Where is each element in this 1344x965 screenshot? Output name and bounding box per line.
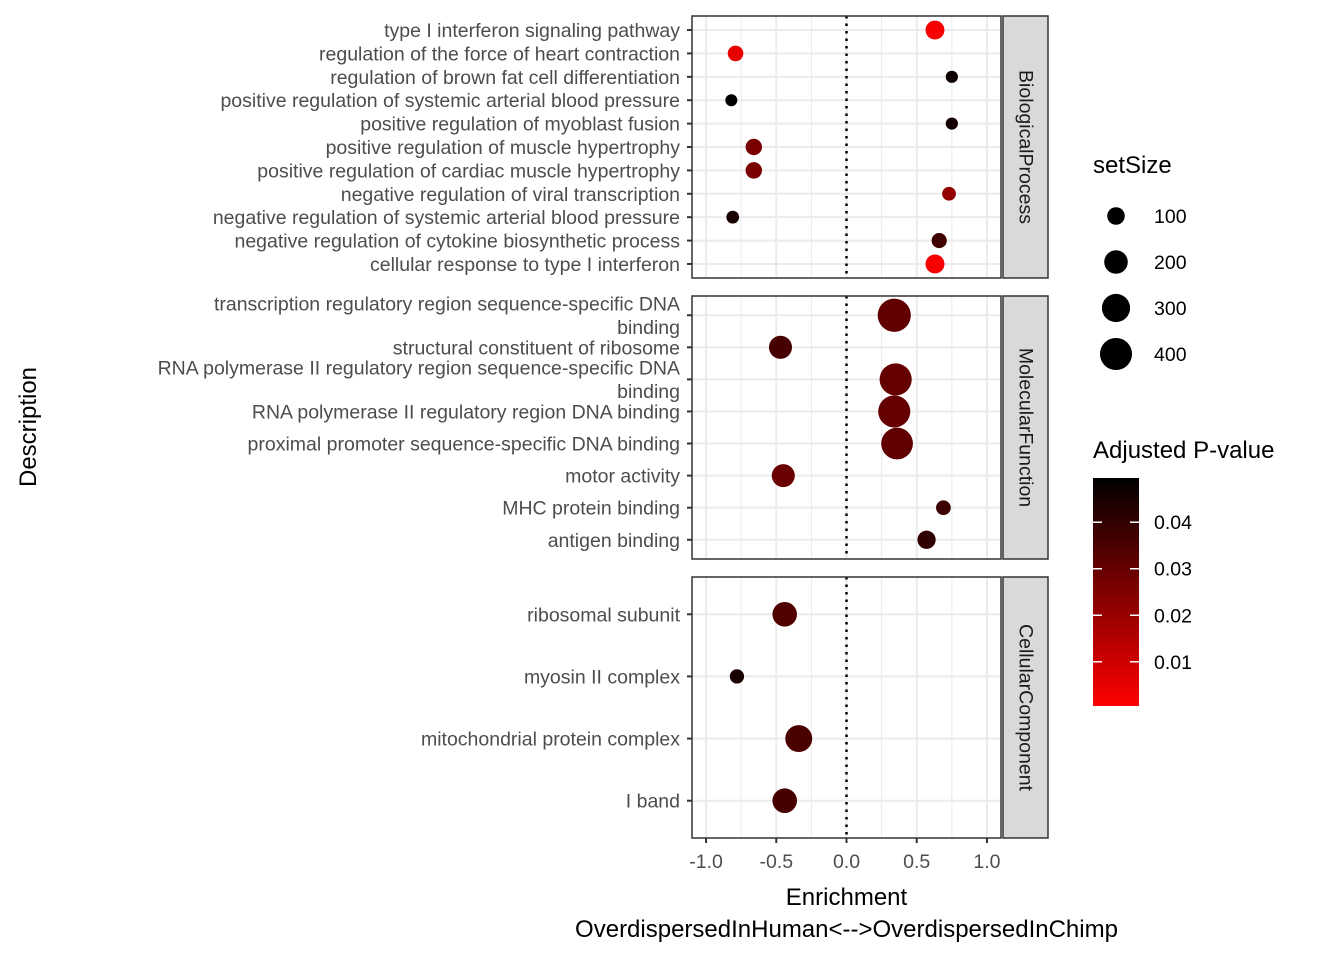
y-tick-label: I band xyxy=(626,791,680,813)
y-tick-label: negative regulation of systemic arterial… xyxy=(213,207,680,229)
color-legend-bar xyxy=(1093,478,1139,706)
y-tick-label: transcription regulatory region sequence… xyxy=(214,293,680,339)
data-point xyxy=(785,725,813,753)
facet-strip-label: CellularComponent xyxy=(1015,624,1037,792)
y-tick-label: cellular response to type I interferon xyxy=(370,254,680,276)
facet-strip xyxy=(1002,295,1049,560)
data-point xyxy=(945,70,958,83)
panel-border xyxy=(691,295,1002,560)
y-tick-label: structural constituent of ribosome xyxy=(393,337,680,359)
facet-panel-CellularComponent: ribosomal subunit myosin II complex mitoch… xyxy=(421,576,1049,839)
y-tick-label: positive regulation of systemic arterial… xyxy=(220,90,680,112)
color-legend-label: 0.04 xyxy=(1154,512,1192,534)
y-tick-label: antigen binding xyxy=(548,530,680,552)
data-point xyxy=(745,162,763,179)
y-tick-label-line: binding xyxy=(617,381,680,403)
data-point xyxy=(878,395,911,428)
facet-strip xyxy=(1002,576,1049,839)
data-point xyxy=(879,363,912,396)
x-tick-label: -1.0 xyxy=(689,851,723,873)
y-tick-label: mitochondrial protein complex xyxy=(421,729,680,751)
y-tick-label: positive regulation of cardiac muscle hy… xyxy=(257,160,680,182)
y-tick-label-line: transcription regulatory region sequence… xyxy=(214,293,680,315)
y-tick-label: ribosomal subunit xyxy=(527,604,680,626)
x-tick-label: 1.0 xyxy=(973,851,1000,873)
data-point xyxy=(936,500,951,516)
data-point xyxy=(945,117,958,130)
y-axis-title: Description xyxy=(15,367,42,487)
y-tick-label: negative regulation of viral transcripti… xyxy=(341,184,680,206)
panel-border xyxy=(691,15,1002,279)
data-point xyxy=(725,94,738,107)
data-point xyxy=(877,298,911,332)
data-point xyxy=(917,530,936,549)
data-point xyxy=(726,210,740,224)
data-point xyxy=(729,669,745,684)
size-legend-key xyxy=(1104,250,1128,274)
size-legend-key xyxy=(1107,207,1125,225)
size-legend-label: 300 xyxy=(1154,298,1187,320)
data-point xyxy=(772,788,797,814)
data-point xyxy=(942,186,956,201)
data-point xyxy=(881,427,913,460)
y-tick-label: positive regulation of muscle hypertroph… xyxy=(326,137,681,159)
x-tick-label: -0.5 xyxy=(759,851,793,873)
facet-strip xyxy=(1002,15,1049,279)
x-axis-title: Enrichment xyxy=(786,884,908,911)
y-tick-label: negative regulation of cytokine biosynth… xyxy=(234,231,680,253)
y-tick-label-line: RNA polymerase II regulatory region sequ… xyxy=(158,358,680,380)
facet-panel-BiologicalProcess: type I interferon signaling pathwayregul… xyxy=(213,15,1049,279)
data-point xyxy=(768,335,793,359)
x-tick-label: 0.0 xyxy=(833,851,860,873)
color-legend-title: Adjusted P-value xyxy=(1093,437,1274,464)
y-tick-label: myosin II complex xyxy=(524,666,680,688)
color-legend-label: 0.01 xyxy=(1154,652,1192,674)
color-legend-label: 0.03 xyxy=(1154,559,1192,581)
y-tick-label: positive regulation of myoblast fusion xyxy=(360,114,680,136)
y-tick-label: RNA polymerase II regulatory region sequ… xyxy=(158,358,680,404)
size-legend-label: 400 xyxy=(1154,344,1187,366)
size-legend-key xyxy=(1099,337,1133,371)
size-legend-key xyxy=(1101,293,1131,323)
y-tick-label: MHC protein binding xyxy=(502,498,680,520)
data-point xyxy=(772,601,797,627)
data-point xyxy=(745,138,763,156)
size-legend-label: 100 xyxy=(1154,206,1187,228)
y-tick-label: type I interferon signaling pathway xyxy=(384,20,680,42)
data-point xyxy=(771,464,795,488)
y-tick-label: proximal promoter sequence-specific DNA … xyxy=(248,434,680,456)
data-point xyxy=(925,20,945,40)
y-tick-label: regulation of brown fat cell differentia… xyxy=(330,67,680,89)
facet-strip-label: BiologicalProcess xyxy=(1015,70,1037,224)
facet-panel-MolecularFunction: transcription regulatory region sequence… xyxy=(158,293,1049,560)
y-tick-label: regulation of the force of heart contrac… xyxy=(319,43,680,65)
data-point xyxy=(925,254,945,274)
data-point xyxy=(931,232,947,249)
size-legend-title: setSize xyxy=(1093,152,1172,179)
facet-strip-label: MolecularFunction xyxy=(1015,348,1037,507)
size-legend-label: 200 xyxy=(1154,252,1187,274)
color-legend-label: 0.02 xyxy=(1154,605,1192,627)
data-point xyxy=(727,45,744,62)
y-tick-label-line: binding xyxy=(617,317,680,339)
x-tick-label: 0.5 xyxy=(903,851,930,873)
x-axis-title-line2: OverdispersedInHuman<-->OverdispersedInC… xyxy=(575,916,1118,943)
y-tick-label: RNA polymerase II regulatory region DNA … xyxy=(252,401,680,423)
y-tick-label: motor activity xyxy=(565,466,680,488)
